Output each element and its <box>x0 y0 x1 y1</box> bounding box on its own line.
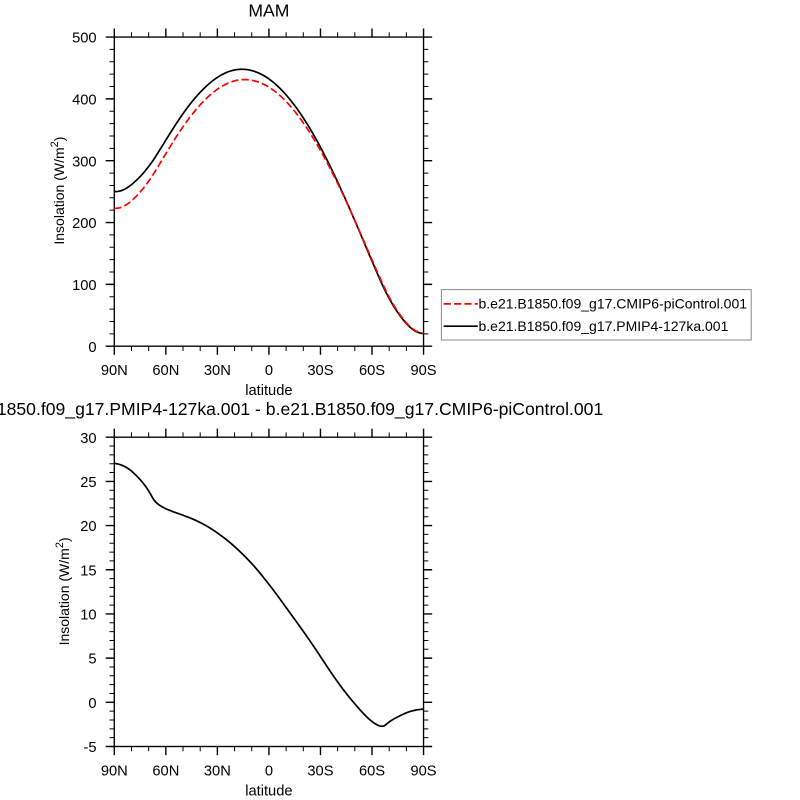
svg-text:10: 10 <box>80 608 96 624</box>
svg-text:Insolation (W/m2): Insolation (W/m2) <box>54 537 72 645</box>
svg-text:15: 15 <box>80 563 96 579</box>
svg-text:400: 400 <box>72 92 97 108</box>
svg-text:0: 0 <box>265 363 273 379</box>
svg-text:30N: 30N <box>204 363 231 379</box>
svg-text:90N: 90N <box>101 763 128 779</box>
svg-text:20: 20 <box>80 519 96 535</box>
svg-text:0: 0 <box>88 340 96 356</box>
svg-text:30N: 30N <box>204 763 231 779</box>
svg-text:latitude: latitude <box>245 383 292 399</box>
svg-text:25: 25 <box>80 475 96 491</box>
svg-text:90S: 90S <box>410 763 436 779</box>
svg-text:30S: 30S <box>307 363 333 379</box>
svg-text:30: 30 <box>80 431 96 447</box>
svg-text:500: 500 <box>72 31 97 47</box>
svg-text:latitude: latitude <box>245 783 292 799</box>
svg-text:60N: 60N <box>152 363 179 379</box>
svg-text:60N: 60N <box>152 763 179 779</box>
svg-text:0: 0 <box>265 763 273 779</box>
svg-text:0: 0 <box>88 696 96 712</box>
svg-text:1850.f09_g17.PMIP4-127ka.001 -: 1850.f09_g17.PMIP4-127ka.001 - b.e21.B18… <box>0 399 603 420</box>
svg-text:90S: 90S <box>410 363 436 379</box>
svg-text:5: 5 <box>88 652 96 668</box>
svg-text:60S: 60S <box>359 363 385 379</box>
svg-text:MAM: MAM <box>248 0 289 20</box>
svg-text:60S: 60S <box>359 763 385 779</box>
svg-text:90N: 90N <box>101 363 128 379</box>
svg-text:30S: 30S <box>307 763 333 779</box>
svg-text:100: 100 <box>72 278 97 294</box>
svg-text:Insolation (W/m2): Insolation (W/m2) <box>49 137 67 245</box>
svg-text:-5: -5 <box>84 740 97 756</box>
svg-text:300: 300 <box>72 154 97 170</box>
svg-text:b.e21.B1850.f09_g17.PMIP4-127k: b.e21.B1850.f09_g17.PMIP4-127ka.001 <box>479 318 729 334</box>
svg-text:b.e21.B1850.f09_g17.CMIP6-piCo: b.e21.B1850.f09_g17.CMIP6-piControl.001 <box>479 295 748 311</box>
svg-text:200: 200 <box>72 216 97 232</box>
